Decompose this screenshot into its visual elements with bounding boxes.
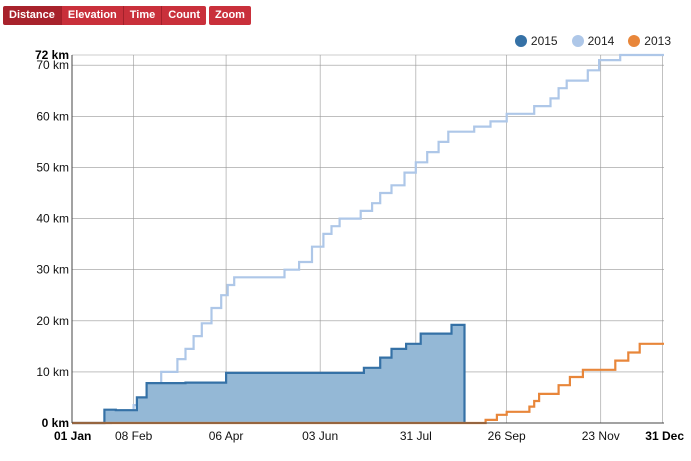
distance-button[interactable]: Distance <box>3 6 62 25</box>
x-tick-label: 31 Jul <box>400 429 432 443</box>
x-tick-label: 06 Apr <box>209 429 244 443</box>
y-tick-label: 40 km <box>36 212 69 226</box>
y-tick-label: 60 km <box>36 109 69 123</box>
legend-item-2014[interactable]: 2014 <box>571 34 615 48</box>
count-button[interactable]: Count <box>162 6 207 25</box>
zoom-button[interactable]: Zoom <box>209 6 251 25</box>
y-tick-label: 50 km <box>36 160 69 174</box>
legend-item-2015[interactable]: 2015 <box>514 34 558 48</box>
zoom-button-group: Zoom <box>209 6 251 25</box>
legend-dot-2013 <box>628 35 641 47</box>
x-tick-label: 23 Nov <box>582 429 620 443</box>
elevation-button[interactable]: Elevation <box>61 6 124 25</box>
y-tick-label: 10 km <box>36 365 69 379</box>
x-tick-label: 31 Dec <box>645 429 684 443</box>
legend-label-2015: 2015 <box>530 34 558 48</box>
series-line-2015 <box>72 323 466 425</box>
x-tick-label: 01 Jan <box>54 429 91 443</box>
y-tick-label: 20 km <box>36 314 69 328</box>
y-tick-label: 30 km <box>36 263 69 277</box>
series-line-2013 <box>72 342 664 425</box>
legend-dot-2015 <box>514 35 527 47</box>
legend-label-2014: 2014 <box>587 34 615 48</box>
legend-label-2013: 2013 <box>644 34 671 48</box>
y-tick-label: 72 km <box>35 48 69 62</box>
x-tick-label: 26 Sep <box>488 429 526 443</box>
x-tick-label: 03 Jun <box>302 429 338 443</box>
legend-item-2013[interactable]: 2013 <box>628 34 671 48</box>
mode-button-group: Distance Elevation Time Count <box>3 6 207 25</box>
series-layer <box>72 53 664 425</box>
axes: 0 km 10 km 20 km 30 km 40 km 50 km 60 km 70 km7… <box>35 48 684 443</box>
chart-legend: 2015 2014 2013 <box>514 34 671 48</box>
x-tick-label: 08 Feb <box>115 429 153 443</box>
y-tick-label: 70 km <box>36 58 69 72</box>
time-button[interactable]: Time <box>123 6 163 25</box>
legend-dot-2014 <box>571 35 584 47</box>
y-tick-label: 0 km <box>42 416 69 430</box>
series-line-2014 <box>72 53 664 425</box>
